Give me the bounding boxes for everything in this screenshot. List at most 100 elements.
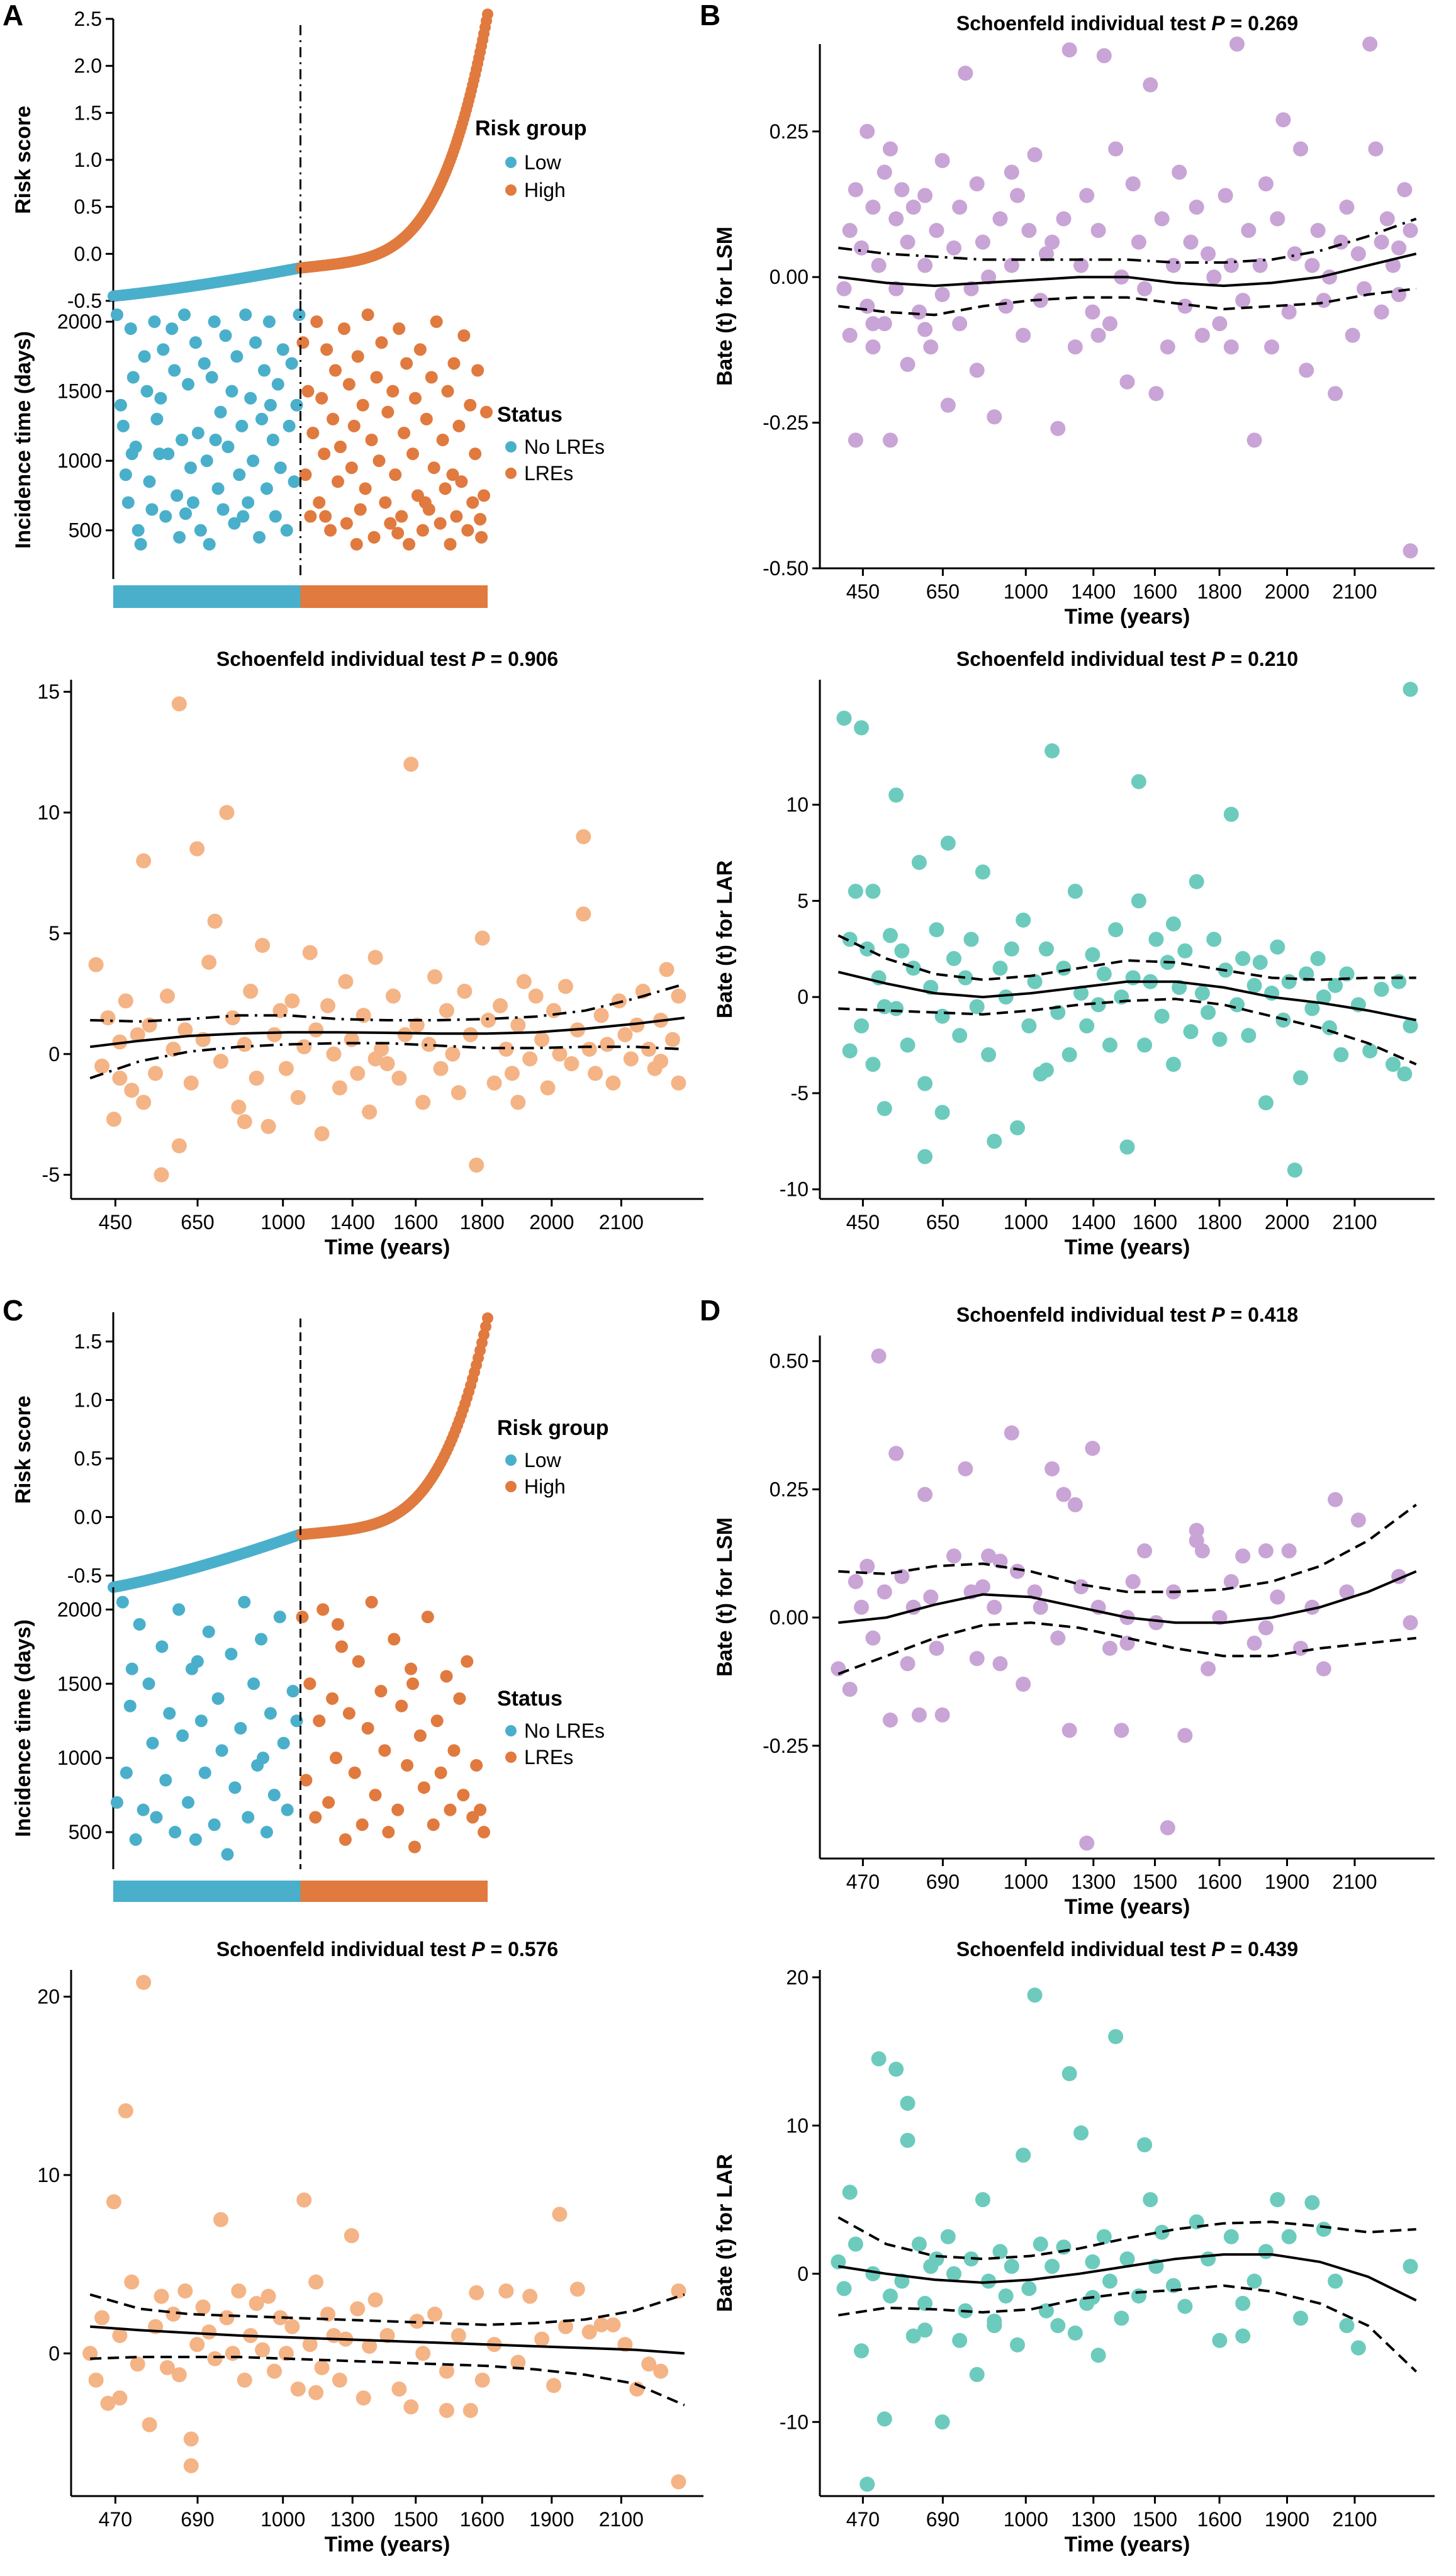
y-axis-label: Incidence time (days) xyxy=(11,1619,35,1837)
lpr-residual-plot-a: Schoenfeld individual test P = 0.906 -5 0 5… xyxy=(37,648,703,1259)
data-point xyxy=(1235,1548,1251,1564)
y-tick-label: 15 xyxy=(37,680,60,703)
data-point xyxy=(379,1056,395,1072)
data-point xyxy=(1114,2310,1129,2326)
status-legend-yes-label: LREs xyxy=(524,1746,573,1769)
data-point xyxy=(522,1051,538,1067)
status-point-lre xyxy=(342,378,356,391)
data-point xyxy=(1374,981,1389,997)
data-point xyxy=(255,938,271,953)
status-point-lre xyxy=(333,441,347,454)
data-point xyxy=(201,2324,217,2340)
data-point xyxy=(1206,269,1222,285)
data-point xyxy=(100,2395,116,2411)
data-point xyxy=(1038,941,1054,957)
data-point xyxy=(1223,806,1239,822)
data-point xyxy=(1293,2310,1309,2326)
data-point xyxy=(923,1589,939,1605)
data-point xyxy=(403,2399,419,2415)
y-tick-label: 20 xyxy=(786,1966,809,1989)
x-tick-label: 1500 xyxy=(393,2508,438,2531)
data-point xyxy=(1148,1615,1164,1631)
status-point-lre xyxy=(440,1670,453,1683)
x-tick-label: 1000 xyxy=(1004,1870,1048,1893)
data-point xyxy=(154,2288,169,2304)
status-point-lre xyxy=(480,405,493,419)
status-point-no-lre xyxy=(159,1774,172,1787)
status-point-lre xyxy=(370,371,383,384)
status-point-lre xyxy=(318,447,331,461)
status-point-no-lre xyxy=(230,350,244,363)
x-tick-label: 1600 xyxy=(393,1211,438,1234)
data-point xyxy=(278,1060,294,1076)
x-tick-label: 2100 xyxy=(1332,1211,1377,1234)
data-point xyxy=(1345,327,1360,343)
data-point xyxy=(934,1707,950,1723)
x-tick-label: 1000 xyxy=(260,1211,305,1234)
status-point-lre xyxy=(351,350,364,363)
data-point xyxy=(671,2283,686,2299)
status-point-lre xyxy=(310,315,323,329)
status-point-no-lre xyxy=(110,1796,123,1809)
status-point-no-lre xyxy=(145,503,159,516)
status-point-no-lre xyxy=(182,1796,194,1809)
data-point xyxy=(1270,211,1285,227)
data-point xyxy=(183,2431,199,2447)
data-point xyxy=(917,2322,933,2338)
data-point xyxy=(992,1656,1008,1672)
data-point xyxy=(1177,298,1193,314)
status-point-lre xyxy=(455,475,468,488)
data-point xyxy=(136,1094,152,1110)
data-point xyxy=(1258,1543,1274,1559)
status-point-no-lre xyxy=(191,426,204,439)
y-tick-label: 0.0 xyxy=(74,1505,102,1528)
y-tick-label: 0 xyxy=(48,1043,60,1066)
status-point-no-lre xyxy=(260,482,273,495)
y-tick-label: -0.5 xyxy=(67,290,102,312)
data-point xyxy=(498,1042,514,1057)
data-point xyxy=(1154,211,1170,227)
status-point-no-lre xyxy=(266,434,279,446)
data-point xyxy=(1079,188,1095,203)
data-point xyxy=(1379,211,1395,227)
status-point-no-lre xyxy=(205,371,218,384)
data-point xyxy=(865,1057,881,1072)
x-tick-label: 1900 xyxy=(529,2508,574,2531)
status-point-no-lre xyxy=(179,507,193,520)
data-point xyxy=(1374,304,1389,320)
status-point-lre xyxy=(457,1789,470,1802)
y-tick-label: 0 xyxy=(797,2263,809,2285)
status-point-lre xyxy=(372,454,386,468)
status-point-no-lre xyxy=(228,1781,242,1794)
data-point xyxy=(876,164,892,180)
status-point-no-lre xyxy=(125,447,138,461)
data-point xyxy=(516,974,532,989)
status-point-no-lre xyxy=(153,447,166,461)
data-point xyxy=(946,951,961,967)
data-point xyxy=(1223,1574,1239,1590)
data-point xyxy=(1061,42,1077,58)
data-point xyxy=(1223,257,1239,273)
y-tick-label: 500 xyxy=(69,519,102,542)
data-point xyxy=(1357,281,1372,296)
data-point xyxy=(1241,223,1257,239)
ci-lower-line xyxy=(89,1042,685,1079)
data-point xyxy=(1085,947,1100,962)
ci-upper-line xyxy=(90,982,685,1023)
y-tick-label: 2.5 xyxy=(74,8,102,30)
data-point xyxy=(1177,1728,1193,1743)
y-tick-label: 20 xyxy=(37,1986,60,2008)
data-point xyxy=(1304,1599,1320,1615)
data-point xyxy=(427,2306,443,2322)
x-tick-label: 450 xyxy=(846,1211,880,1234)
y-tick-label: 2000 xyxy=(57,1598,102,1621)
data-point xyxy=(391,2381,407,2397)
ci-lower-line xyxy=(838,998,1417,1066)
y-tick-label: -0.25 xyxy=(763,1735,809,1757)
data-point xyxy=(1004,1425,1019,1441)
data-point xyxy=(326,1046,342,1062)
status-point-lre xyxy=(464,398,477,412)
status-point-lre xyxy=(430,1714,444,1728)
data-point xyxy=(882,2288,898,2304)
status-legend-yes-marker xyxy=(505,468,517,479)
